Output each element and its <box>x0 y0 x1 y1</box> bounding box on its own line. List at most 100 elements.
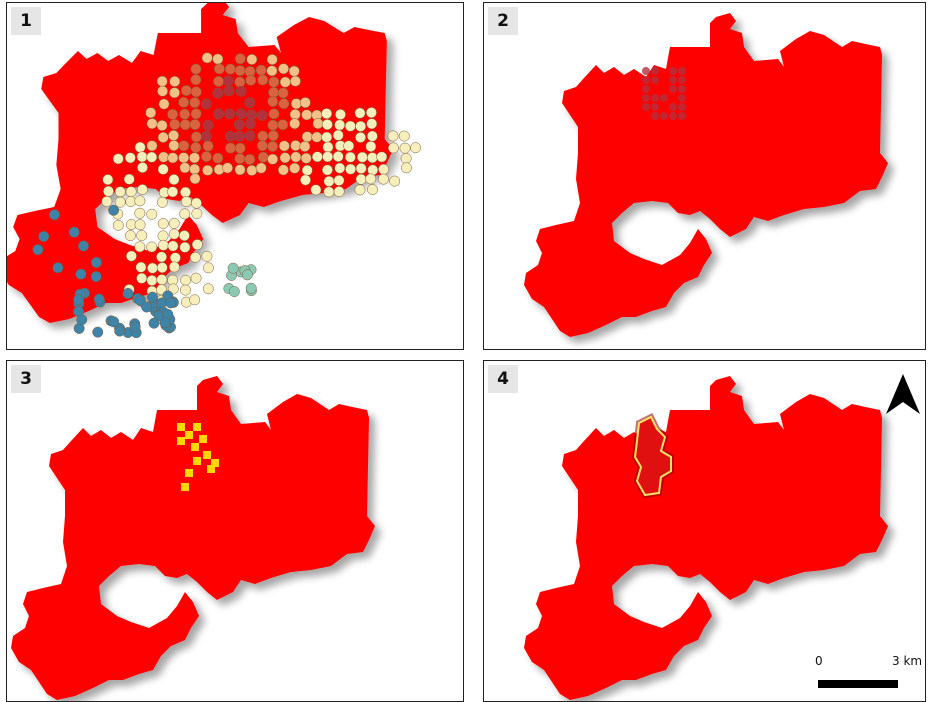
sample-point <box>321 164 333 176</box>
sample-point <box>366 152 378 164</box>
sample-point <box>156 274 168 286</box>
sample-point <box>228 286 240 297</box>
sample-point <box>255 64 267 76</box>
sample-point <box>180 274 192 286</box>
sample-point <box>169 252 181 264</box>
selected-cell <box>185 469 193 477</box>
sample-point <box>125 186 137 198</box>
sample-point <box>168 261 180 273</box>
sample-point <box>102 174 114 186</box>
sample-point <box>168 228 180 240</box>
sample-point <box>157 218 169 229</box>
sample-point <box>268 76 280 88</box>
sample-point <box>191 239 203 251</box>
sample-point <box>277 119 289 131</box>
selected-cell <box>193 423 201 431</box>
selected-cell <box>199 435 207 443</box>
sample-point <box>235 85 247 97</box>
sample-point <box>224 108 235 120</box>
sample-point <box>179 241 191 253</box>
sample-point <box>189 163 201 175</box>
selected-cell <box>207 465 215 473</box>
sample-point <box>334 162 346 174</box>
sample-point <box>245 118 256 130</box>
sample-point <box>301 164 313 176</box>
sample-point <box>356 151 368 163</box>
sample-point <box>190 74 202 86</box>
sample-point <box>167 186 179 198</box>
selected-cell <box>177 423 185 431</box>
sample-point <box>180 196 192 208</box>
sample-point-outside <box>93 293 105 305</box>
sample-point <box>257 130 269 142</box>
sample-point-outside <box>147 291 158 303</box>
cluster-point <box>669 103 677 111</box>
sample-point <box>367 184 378 195</box>
sample-point <box>179 119 191 131</box>
sample-point <box>222 162 233 174</box>
sample-point <box>224 130 236 142</box>
sample-point <box>355 162 367 174</box>
sample-point <box>322 141 334 153</box>
cluster-point <box>678 67 686 75</box>
sample-point <box>301 109 313 121</box>
sample-point <box>157 230 169 242</box>
map-panel-2: 2 <box>483 2 926 350</box>
sample-point <box>333 174 345 186</box>
sample-point <box>212 53 224 65</box>
sample-point <box>169 87 181 99</box>
north-arrow-icon <box>886 374 920 414</box>
cluster-point <box>678 103 686 111</box>
sample-point <box>344 151 356 163</box>
sample-point <box>190 86 202 98</box>
map-canvas <box>11 376 375 700</box>
cluster-point <box>669 112 677 120</box>
sample-point <box>398 130 410 142</box>
sample-point <box>168 130 180 141</box>
sample-point <box>321 131 333 143</box>
sample-point <box>267 119 279 131</box>
sample-point <box>334 119 346 131</box>
sample-point <box>136 272 148 284</box>
sample-point <box>134 141 146 153</box>
sample-point <box>365 141 377 152</box>
sample-point <box>189 294 201 306</box>
sample-point <box>267 140 279 152</box>
sample-point-outside <box>122 288 134 299</box>
sample-point-outside <box>108 204 120 216</box>
selected-cell <box>211 459 219 467</box>
sample-point <box>103 185 114 197</box>
sample-point <box>201 250 213 262</box>
sample-point <box>335 109 346 120</box>
sample-point <box>189 152 200 164</box>
sample-point <box>256 140 268 152</box>
selected-cell <box>193 457 201 465</box>
sample-point <box>101 195 113 207</box>
sample-point <box>136 184 148 195</box>
sample-point <box>268 87 280 98</box>
sample-point <box>134 207 146 219</box>
sample-point <box>212 87 224 99</box>
sample-point <box>125 250 137 262</box>
sample-point <box>366 118 378 130</box>
sample-point <box>225 142 236 154</box>
cluster-point <box>642 85 650 93</box>
sample-point <box>135 261 147 273</box>
sample-point-outside <box>90 271 102 283</box>
sample-point <box>345 163 357 175</box>
sample-point <box>156 251 168 263</box>
sample-point <box>202 283 214 295</box>
sample-point <box>234 164 246 176</box>
sample-point <box>189 119 201 130</box>
sample-point-outside <box>108 316 120 328</box>
sample-point <box>355 131 366 143</box>
sample-point <box>223 85 235 97</box>
sample-point <box>179 162 191 174</box>
cluster-point <box>669 85 677 93</box>
sample-point <box>400 153 412 164</box>
sample-point-outside <box>92 326 104 338</box>
sample-point <box>167 108 179 120</box>
sample-point <box>277 164 289 176</box>
sample-point <box>279 76 291 88</box>
sample-point <box>344 120 356 132</box>
